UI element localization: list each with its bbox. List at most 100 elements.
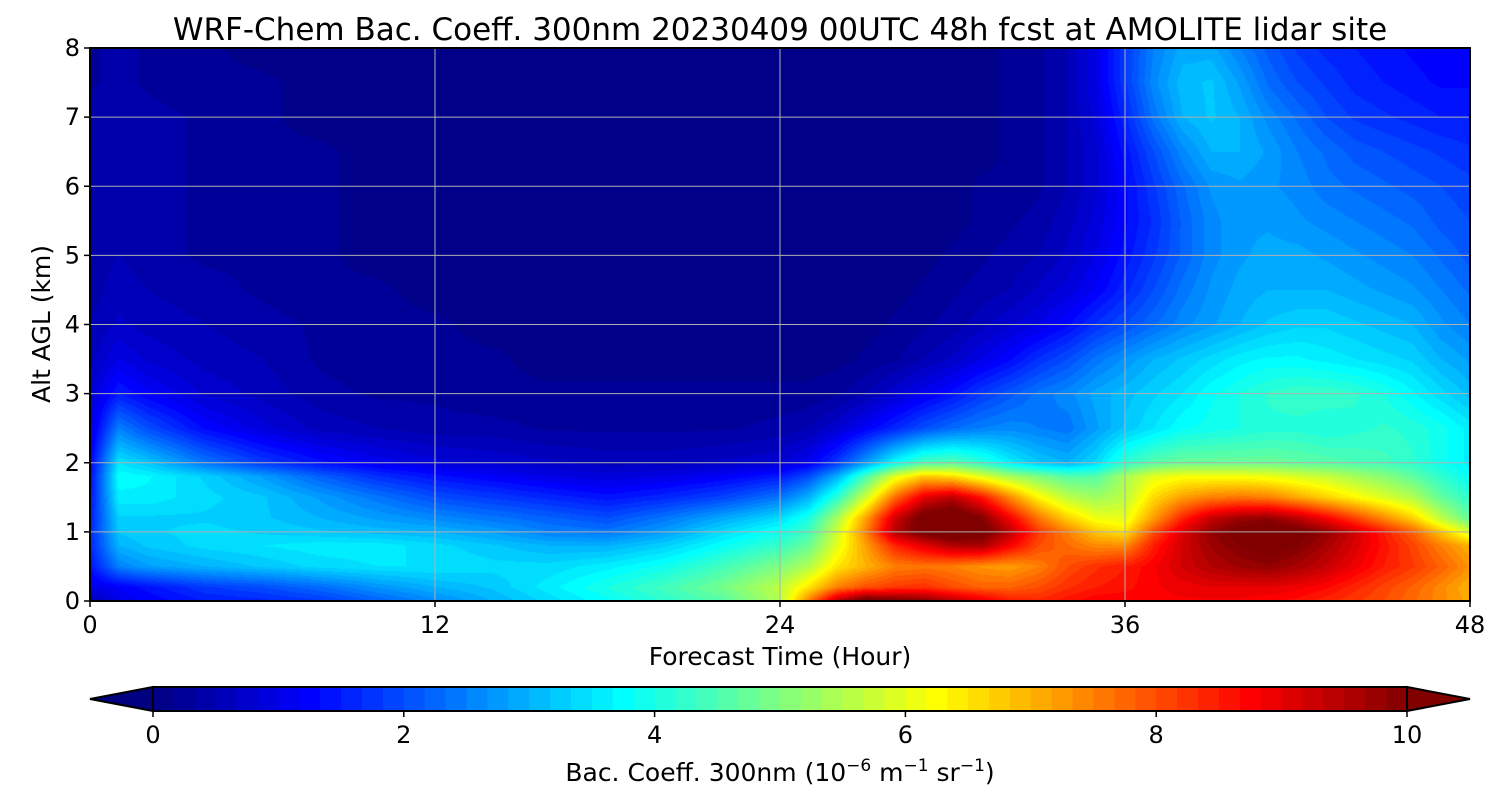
colorbar-segment <box>236 687 259 711</box>
y-tick-label: 2 <box>65 449 80 477</box>
colorbar-extend-low <box>89 685 154 713</box>
colorbar-segment <box>257 687 279 711</box>
colorbar-tick-label: 10 <box>1392 721 1423 749</box>
colorbar-segment <box>424 687 447 711</box>
colorbar-segment <box>905 687 927 711</box>
colorbar-segment <box>968 687 990 711</box>
colorbar-segment <box>1051 687 1074 711</box>
colorbar-segment <box>403 687 426 711</box>
colorbar-ticks: 0 2 4 6 8 10 <box>145 711 1422 749</box>
colorbar-segment <box>550 687 572 711</box>
y-axis-label: Alt AGL (km) <box>27 245 56 403</box>
colorbar-segment <box>466 687 488 711</box>
colorbar-segment <box>1386 687 1408 711</box>
colorbar-segment <box>926 687 948 711</box>
colorbar-label-exp3: −1 <box>960 756 985 776</box>
colorbar-segment <box>1030 687 1053 711</box>
colorbar-segment <box>654 687 677 711</box>
x-tick-label: 0 <box>82 611 97 639</box>
colorbar-segment <box>1156 687 1178 711</box>
colorbar-segment <box>508 687 530 711</box>
colorbar-segment <box>738 687 760 711</box>
colorbar-segment <box>717 687 739 711</box>
colorbar-segment <box>780 687 802 711</box>
colorbar-segment <box>153 687 175 711</box>
colorbar-frame <box>152 686 1408 712</box>
x-tick-label: 24 <box>765 611 796 639</box>
colorbar-segment <box>278 687 300 711</box>
colorbar-segment <box>487 687 509 711</box>
colorbar-label-exp2: −1 <box>904 756 929 776</box>
colorbar-segment <box>1093 687 1115 711</box>
colorbar-segment <box>591 687 614 711</box>
colorbar-tick-label: 4 <box>647 721 662 749</box>
colorbar-segment <box>173 687 196 711</box>
y-tick-label: 5 <box>65 241 80 269</box>
colorbar-segment <box>1135 687 1157 711</box>
colorbar-segment <box>1218 687 1241 711</box>
colorbar-label-mid2: sr <box>929 758 961 787</box>
y-tick-label: 4 <box>65 311 80 339</box>
colorbar-segments <box>153 687 1408 711</box>
chart-title: WRF-Chem Bac. Coeff. 300nm 20230409 00UT… <box>173 12 1387 48</box>
colorbar-segment <box>320 687 342 711</box>
colorbar-segment <box>842 687 865 711</box>
colorbar-segment <box>1239 687 1262 711</box>
colorbar-segment <box>194 687 217 711</box>
y-tick-label: 3 <box>65 380 80 408</box>
colorbar-tick-label: 0 <box>145 721 160 749</box>
colorbar-extend-high <box>1406 685 1471 713</box>
colorbar-segment <box>759 687 781 711</box>
colorbar-segment <box>1365 687 1387 711</box>
colorbar-segment <box>633 687 656 711</box>
colorbar-segment <box>989 687 1011 711</box>
colorbar-segment <box>1114 687 1136 711</box>
colorbar-segment <box>1198 687 1220 711</box>
colorbar-segment <box>341 687 363 711</box>
colorbar-tick-label: 2 <box>396 721 411 749</box>
colorbar-segment <box>445 687 468 711</box>
colorbar-segment <box>1177 687 1199 711</box>
colorbar-segment <box>1302 687 1324 711</box>
colorbar-segment <box>947 687 969 711</box>
colorbar-segment <box>675 687 697 711</box>
x-axis-ticks: 0 12 24 36 48 <box>82 601 1485 639</box>
colorbar-segment <box>863 687 886 711</box>
colorbar-segment <box>821 687 844 711</box>
colorbar-segment <box>362 687 384 711</box>
colorbar-segment <box>800 687 823 711</box>
y-tick-label: 0 <box>65 587 80 615</box>
colorbar-segment <box>529 687 551 711</box>
colorbar-label-mid: m <box>871 758 903 787</box>
y-tick-label: 8 <box>65 34 80 62</box>
colorbar-segment <box>1260 687 1283 711</box>
colorbar: 0 2 4 6 8 10 Bac. Coeff. 300nm (10−6 m−1 sr−1… <box>89 685 1471 787</box>
colorbar-segment <box>1344 687 1366 711</box>
y-tick-label: 6 <box>65 172 80 200</box>
x-axis-label: Forecast Time (Hour) <box>649 642 912 671</box>
colorbar-segment <box>1009 687 1032 711</box>
colorbar-segment <box>696 687 718 711</box>
colorbar-label-main: Bac. Coeff. 300nm (10 <box>565 758 846 787</box>
colorbar-segment <box>884 687 906 711</box>
colorbar-segment <box>1072 687 1095 711</box>
colorbar-segment <box>612 687 635 711</box>
y-axis-ticks: 0 1 2 3 4 5 6 7 8 <box>65 34 90 615</box>
colorbar-segment <box>1281 687 1304 711</box>
x-tick-label: 36 <box>1110 611 1141 639</box>
colorbar-segment <box>382 687 405 711</box>
colorbar-segment <box>1323 687 1345 711</box>
colorbar-label: Bac. Coeff. 300nm (10−6 m−1 sr−1) <box>565 756 994 787</box>
x-tick-label: 48 <box>1455 611 1486 639</box>
y-tick-label: 1 <box>65 518 80 546</box>
colorbar-tick-label: 8 <box>1149 721 1164 749</box>
colorbar-tick-label: 6 <box>898 721 913 749</box>
colorbar-segment <box>571 687 593 711</box>
colorbar-label-exp1: −6 <box>846 756 871 776</box>
colorbar-label-end: ) <box>985 758 995 787</box>
y-tick-label: 7 <box>65 103 80 131</box>
colorbar-segment <box>215 687 238 711</box>
colorbar-segment <box>299 687 321 711</box>
x-tick-label: 12 <box>420 611 451 639</box>
